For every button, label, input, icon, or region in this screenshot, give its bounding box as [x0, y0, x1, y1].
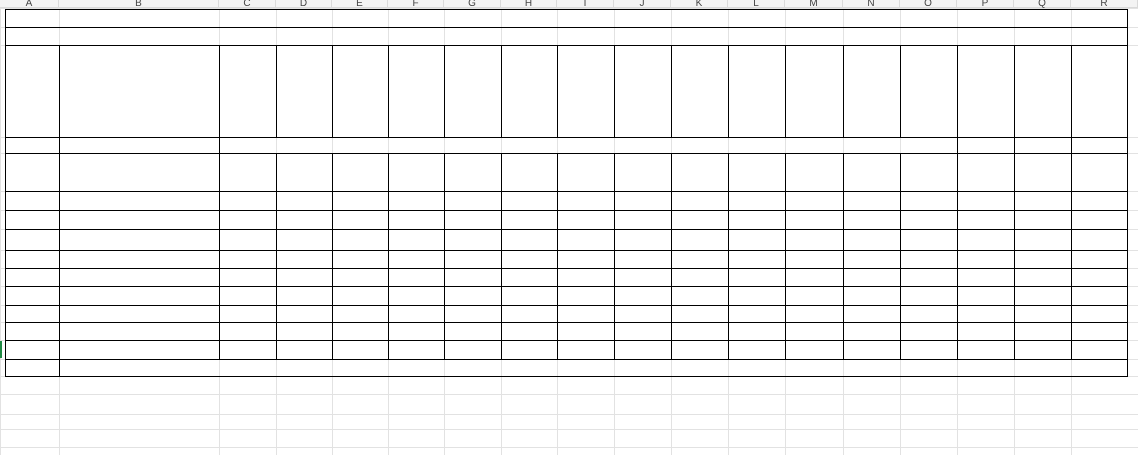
column-header-e[interactable]: E — [332, 0, 388, 9]
column-header-b[interactable]: B — [59, 0, 219, 9]
cell-border-v — [332, 153, 333, 360]
cell-border-v — [557, 153, 558, 360]
cell-border-v — [614, 153, 615, 360]
column-header-r[interactable]: R — [1071, 0, 1138, 9]
cell-border-v — [1014, 137, 1015, 154]
gridline-h — [0, 447, 1138, 448]
cell-border-v — [843, 153, 844, 360]
cell-border-v — [1014, 45, 1015, 138]
cell-border-h — [5, 27, 1128, 28]
cell-border-v — [59, 359, 60, 377]
cell-border-v — [1071, 153, 1072, 360]
cell-border-h — [5, 250, 1128, 251]
cell-border-v — [388, 45, 389, 138]
cell-border-h — [5, 322, 1128, 323]
column-header-n[interactable]: N — [843, 0, 900, 9]
cell-border-v — [276, 45, 277, 138]
cell-border-v — [219, 45, 220, 138]
cell-border-v — [59, 137, 60, 154]
cell-border-v — [900, 153, 901, 360]
cell-border-v — [900, 45, 901, 138]
column-header-i[interactable]: I — [557, 0, 614, 9]
cell-border-v — [614, 45, 615, 138]
cell-border-h — [5, 153, 1128, 154]
cell-border-h — [5, 340, 1128, 341]
gridline-h — [0, 414, 1138, 415]
cell-border-v — [5, 9, 6, 377]
cell-border-h — [5, 376, 1128, 377]
cell-border-h — [5, 191, 1128, 192]
cell-border-v — [444, 45, 445, 138]
gridline-h — [0, 394, 1138, 395]
column-header-f[interactable]: F — [388, 0, 444, 9]
cell-border-v — [276, 153, 277, 360]
cell-border-v — [557, 45, 558, 138]
cell-border-v — [501, 153, 502, 360]
cell-border-v — [501, 45, 502, 138]
column-header-p[interactable]: P — [957, 0, 1014, 9]
gridline-h — [0, 8, 1138, 9]
cell-border-v — [957, 45, 958, 138]
cell-border-v — [1071, 45, 1072, 138]
cell-border-h — [5, 9, 1128, 10]
gridline-h — [0, 429, 1138, 430]
cell-border-v — [1014, 153, 1015, 360]
cell-border-h — [5, 359, 1128, 360]
cell-border-v — [219, 137, 220, 154]
cell-border-v — [957, 137, 958, 154]
cell-border-v — [388, 153, 389, 360]
cell-border-h — [5, 229, 1128, 230]
cell-border-h — [5, 137, 1128, 138]
column-header-l[interactable]: L — [728, 0, 785, 9]
cell-border-v — [219, 153, 220, 360]
cell-border-v — [332, 45, 333, 138]
gridline-v — [0, 8, 1, 455]
cell-border-h — [5, 286, 1128, 287]
cell-border-v — [957, 153, 958, 360]
cell-border-v — [671, 153, 672, 360]
cell-border-v — [59, 45, 60, 138]
cell-border-v — [444, 153, 445, 360]
column-header-h[interactable]: H — [501, 0, 557, 9]
column-header-o[interactable]: O — [900, 0, 957, 9]
column-header-g[interactable]: G — [444, 0, 501, 9]
cell-border-h — [5, 305, 1128, 306]
cell-border-v — [785, 153, 786, 360]
cell-border-v — [785, 45, 786, 138]
column-header-m[interactable]: M — [785, 0, 843, 9]
column-header-q[interactable]: Q — [1014, 0, 1071, 9]
cell-border-h — [5, 268, 1128, 269]
cell-border-v — [1127, 9, 1128, 377]
cell-border-v — [59, 153, 60, 360]
cell-border-v — [671, 45, 672, 138]
column-header-j[interactable]: J — [614, 0, 671, 9]
cell-border-v — [1071, 137, 1072, 154]
column-header-c[interactable]: C — [219, 0, 276, 9]
cell-border-v — [843, 45, 844, 138]
column-header-a[interactable]: A — [0, 0, 59, 9]
cell-border-h — [5, 45, 1128, 46]
cell-border-v — [728, 45, 729, 138]
row-selection-accent — [0, 341, 2, 358]
column-header-d[interactable]: D — [276, 0, 332, 9]
cell-border-h — [5, 210, 1128, 211]
cell-border-v — [728, 153, 729, 360]
column-header-k[interactable]: K — [671, 0, 728, 9]
